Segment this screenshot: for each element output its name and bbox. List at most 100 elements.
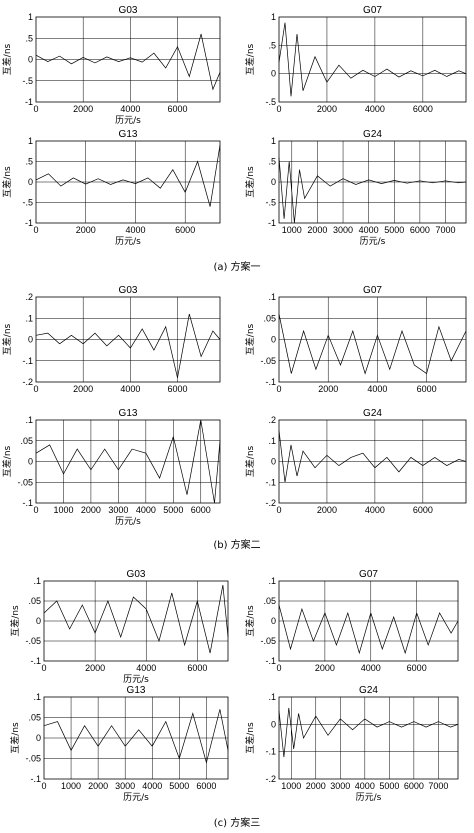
y-axis-label: 互差/ns [1,43,13,75]
x-tick-label: 5000 [379,781,399,791]
y-tick-label: -.05 [25,754,41,764]
plot-area [278,696,459,780]
series-line-1 [278,604,459,655]
chart-title: G03 [127,569,146,580]
y-tick-label: -.05 [260,356,276,366]
x-tick-label: 0 [33,225,38,235]
x-tick-label: 2000 [85,663,105,673]
y-tick-label: .5 [25,33,33,43]
y-tick-label: -.05 [260,636,276,646]
x-tick-label: 1000 [282,225,302,235]
chart-panel-4: 1000 2000 3000 4000 5000 6000 7000 -1 -.5 0 .5 1 G24… [244,129,467,247]
x-tick-label: 3000 [115,781,135,791]
chart-panel-1: 0 2000 4000 6000 -1 -.5 0 .5 1 G03 历元/s 互差/ns [1,5,221,126]
x-axis-label: 历元/s [123,792,149,803]
y-tick-label: -.1 [265,377,276,387]
y-axis-label: 互差/ns [1,445,13,477]
y-axis-label: 互差/ns [244,43,256,75]
x-axis-label: 历元/s [360,236,386,247]
chart-title: G13 [119,408,138,419]
x-tick-label: 2000 [315,663,335,673]
x-tick-label: 0 [276,505,281,515]
x-tick-label: 3000 [108,505,128,515]
chart-panel-11: 0 1000 2000 3000 4000 5000 6000 -.1 -.05 0 .05 .1 G1… [9,685,229,803]
y-axis-label: 互差/ns [244,722,256,754]
caption-b: (b) 方案二 [213,538,260,551]
y-tick-label: -.2 [265,498,276,508]
chart-title: G13 [119,129,138,140]
series-line-1 [35,419,221,504]
x-tick-label: 2000 [307,225,327,235]
series-line-1 [278,157,467,224]
y-tick-label: .5 [268,40,276,50]
y-tick-label: -.1 [22,356,33,366]
y-tick-label: -.1 [30,774,41,784]
y-tick-label: .2 [268,415,276,425]
y-tick-label: .1 [268,292,276,302]
y-tick-label: 1 [271,12,276,22]
x-tick-label: 6000 [407,663,427,673]
x-tick-label: 2000 [76,225,96,235]
y-tick-label: 0 [28,55,33,65]
y-tick-label: .1 [268,576,276,586]
y-axis-label: 互差/ns [244,445,256,477]
y-tick-label: .5 [25,157,33,167]
y-tick-label: -.5 [265,97,276,107]
chart-panel-6: 0 2000 4000 6000 -.1 -.05 0 .05 .1 G07 互差/ns [244,285,467,394]
x-tick-label: 4000 [125,225,145,235]
y-tick-label: 0 [28,457,33,467]
chart-panel-9: 0 2000 4000 6000 -.1 -.05 0 .05 .1 G03 历元/s 互差/ns [9,569,229,685]
x-tick-label: 6000 [417,384,437,394]
y-tick-label: 0 [28,177,33,187]
chart-panel-5: 0 2000 4000 6000 -.2 -.1 0 .1 .2 G03 互差/ns [1,285,221,394]
series-line-1 [35,33,221,91]
chart-title: G03 [119,285,138,296]
y-tick-label: .1 [33,576,41,586]
y-tick-label: -.1 [22,498,33,508]
y-axis-label: 互差/ns [1,166,13,198]
x-tick-label: 2000 [317,104,337,114]
x-tick-label: 2000 [306,781,326,791]
y-tick-label: .1 [25,313,33,323]
x-tick-label: 6000 [413,505,433,515]
x-axis-label: 历元/s [115,516,141,527]
x-tick-label: 1000 [53,505,73,515]
y-axis-label: 互差/ns [9,722,21,754]
x-tick-label: 2000 [317,505,337,515]
x-tick-label: 4000 [136,505,156,515]
y-tick-label: -.1 [265,656,276,666]
chart-panel-7: 0 1000 2000 3000 4000 5000 6000 -.1 -.05 0 .05 .1 G1… [1,408,221,527]
chart-title: G24 [363,408,382,419]
x-tick-label: 0 [33,104,38,114]
series-line-1 [43,709,229,764]
y-tick-label: 1 [271,136,276,146]
x-tick-label: 6000 [404,781,424,791]
y-tick-label: .1 [268,436,276,446]
x-tick-label: 4000 [120,104,140,114]
y-tick-label: -.5 [22,198,33,208]
chart-panel-10: 0 2000 4000 6000 -.1 -.05 0 .05 .1 G07 互差/ns [244,569,459,673]
y-tick-label: -.05 [25,636,41,646]
caption-a: (a) 方案一 [213,260,260,273]
x-tick-label: 6000 [413,104,433,114]
y-tick-label: -1 [25,97,33,107]
series-line-1 [35,145,221,207]
y-axis-label: 互差/ns [9,605,21,637]
series-line-1 [278,430,467,483]
x-axis-label: 历元/s [356,792,382,803]
y-tick-label: .1 [268,692,276,702]
plot-area [278,16,467,103]
x-tick-label: 3000 [333,225,353,235]
chart-panel-8: 0 2000 4000 6000 -.2 -.1 0 .1 .2 G24 互差/ns [244,408,467,515]
chart-title: G24 [363,129,382,140]
x-tick-label: 2000 [73,104,93,114]
y-tick-label: -.2 [22,377,33,387]
y-tick-label: 1 [28,136,33,146]
x-tick-label: 2000 [73,384,93,394]
x-tick-label: 7000 [428,781,448,791]
y-tick-label: 0 [36,733,41,743]
x-tick-label: 4000 [136,663,156,673]
chart-title: G07 [359,569,378,580]
x-tick-label: 4000 [359,225,379,235]
